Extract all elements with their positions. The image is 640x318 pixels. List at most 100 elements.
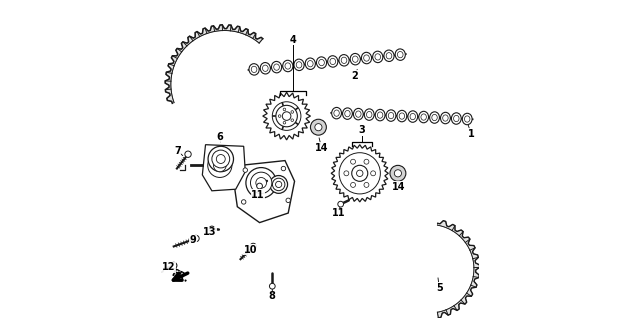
- Circle shape: [339, 153, 380, 194]
- Circle shape: [193, 235, 199, 242]
- Ellipse shape: [364, 55, 369, 61]
- Circle shape: [256, 177, 266, 188]
- Ellipse shape: [364, 109, 374, 120]
- Circle shape: [356, 170, 363, 176]
- Polygon shape: [234, 161, 294, 223]
- Ellipse shape: [454, 115, 459, 122]
- Ellipse shape: [362, 52, 372, 64]
- Polygon shape: [437, 221, 479, 318]
- Text: 8: 8: [269, 291, 276, 301]
- Circle shape: [257, 183, 262, 189]
- Ellipse shape: [388, 113, 394, 119]
- Circle shape: [214, 159, 226, 172]
- Ellipse shape: [372, 51, 383, 63]
- Circle shape: [371, 171, 376, 176]
- Circle shape: [208, 153, 232, 177]
- Ellipse shape: [451, 113, 461, 124]
- Ellipse shape: [252, 66, 257, 73]
- Ellipse shape: [274, 64, 280, 70]
- Circle shape: [283, 108, 285, 111]
- Ellipse shape: [316, 57, 326, 68]
- Text: 7: 7: [174, 146, 181, 156]
- Circle shape: [269, 283, 275, 289]
- Text: 2: 2: [351, 71, 358, 81]
- Ellipse shape: [339, 55, 349, 66]
- Circle shape: [351, 183, 356, 187]
- Circle shape: [286, 198, 291, 203]
- Text: FR.: FR.: [169, 267, 189, 284]
- Ellipse shape: [319, 59, 324, 66]
- Ellipse shape: [356, 111, 361, 117]
- Circle shape: [250, 243, 257, 250]
- Text: 9: 9: [189, 235, 196, 245]
- Polygon shape: [165, 25, 263, 103]
- Ellipse shape: [294, 59, 304, 71]
- Ellipse shape: [353, 56, 358, 62]
- Circle shape: [282, 112, 291, 121]
- Circle shape: [216, 155, 225, 163]
- Ellipse shape: [367, 111, 372, 118]
- Circle shape: [269, 176, 287, 193]
- Circle shape: [364, 159, 369, 164]
- Text: 12: 12: [162, 262, 176, 272]
- Ellipse shape: [307, 60, 313, 67]
- Ellipse shape: [353, 108, 364, 120]
- Ellipse shape: [462, 113, 472, 125]
- Circle shape: [241, 200, 246, 204]
- Ellipse shape: [305, 58, 316, 69]
- Circle shape: [394, 170, 401, 177]
- Circle shape: [276, 181, 282, 188]
- Circle shape: [291, 119, 294, 121]
- Ellipse shape: [332, 107, 342, 119]
- Circle shape: [185, 151, 191, 157]
- Text: 11: 11: [332, 208, 346, 218]
- Ellipse shape: [341, 57, 347, 64]
- Circle shape: [338, 201, 344, 207]
- Circle shape: [170, 262, 177, 269]
- Ellipse shape: [375, 109, 385, 121]
- Ellipse shape: [440, 112, 451, 124]
- Circle shape: [209, 226, 215, 232]
- Ellipse shape: [386, 110, 396, 121]
- Ellipse shape: [429, 112, 440, 123]
- Circle shape: [246, 168, 276, 198]
- Circle shape: [278, 115, 281, 117]
- Ellipse shape: [397, 52, 403, 58]
- Circle shape: [276, 105, 298, 127]
- Polygon shape: [331, 145, 388, 202]
- Circle shape: [390, 165, 406, 181]
- Circle shape: [351, 159, 356, 164]
- Ellipse shape: [378, 112, 383, 118]
- Ellipse shape: [410, 114, 415, 120]
- Circle shape: [344, 171, 349, 176]
- Ellipse shape: [419, 111, 429, 123]
- Ellipse shape: [271, 61, 282, 73]
- Text: 5: 5: [436, 283, 443, 293]
- Circle shape: [281, 166, 285, 171]
- Ellipse shape: [285, 63, 291, 69]
- Ellipse shape: [421, 114, 426, 120]
- Ellipse shape: [345, 110, 350, 117]
- Text: 4: 4: [289, 35, 296, 45]
- Ellipse shape: [334, 110, 339, 116]
- Ellipse shape: [443, 115, 448, 121]
- Ellipse shape: [249, 64, 259, 75]
- Circle shape: [283, 121, 285, 124]
- Ellipse shape: [296, 62, 302, 68]
- Text: 1: 1: [468, 128, 474, 139]
- Text: 6: 6: [216, 132, 223, 142]
- Text: 11: 11: [252, 190, 265, 200]
- Ellipse shape: [328, 56, 338, 67]
- Ellipse shape: [384, 50, 394, 61]
- Polygon shape: [202, 145, 245, 191]
- Circle shape: [364, 183, 369, 187]
- Polygon shape: [263, 92, 310, 140]
- Circle shape: [291, 111, 294, 113]
- Ellipse shape: [397, 110, 407, 122]
- Text: 10: 10: [244, 245, 257, 255]
- Ellipse shape: [350, 53, 360, 65]
- Ellipse shape: [262, 65, 268, 72]
- Circle shape: [212, 150, 230, 168]
- Ellipse shape: [283, 60, 293, 72]
- Text: 3: 3: [359, 125, 365, 135]
